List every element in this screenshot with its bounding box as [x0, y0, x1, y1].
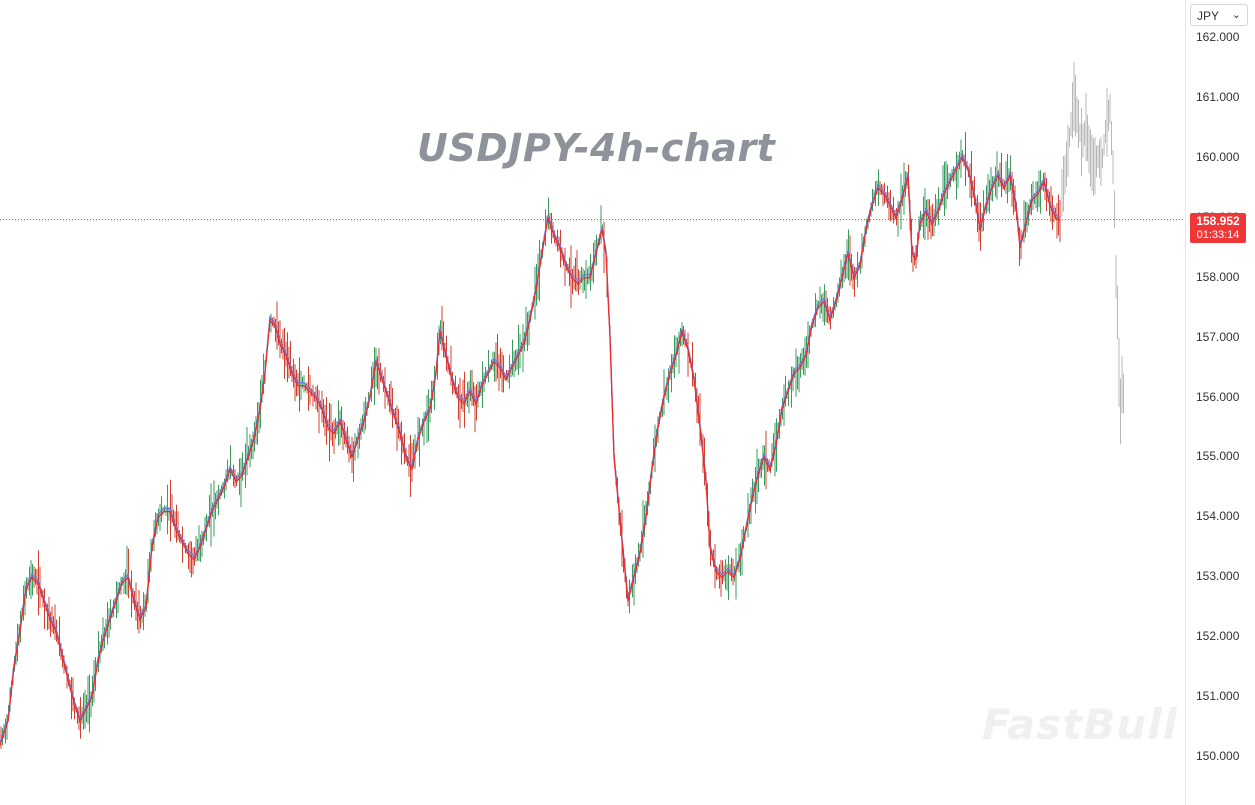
currency-select[interactable]: JPY ⌄	[1190, 4, 1248, 26]
y-tick-label: 155.000	[1196, 449, 1240, 464]
y-tick-label: 150.000	[1196, 749, 1240, 763]
y-tick-label: 160.000	[1196, 149, 1240, 164]
chart-title: USDJPY-4h-chart	[417, 126, 776, 170]
y-tick-label: 152.000	[1196, 629, 1240, 644]
y-tick-label: 154.000	[1196, 509, 1240, 524]
moving-average-slow	[0, 153, 1061, 743]
y-tick-label: 156.000	[1196, 389, 1240, 404]
candles	[0, 132, 1061, 749]
y-tick-label: 157.000	[1196, 329, 1240, 344]
last-price-badge: 158.952 01:33:14	[1190, 212, 1246, 243]
y-tick-label: 161.000	[1196, 89, 1240, 104]
bar-countdown: 01:33:14	[1196, 228, 1240, 241]
y-tick-label: 153.000	[1196, 569, 1240, 584]
last-price-value: 158.952	[1196, 213, 1240, 228]
forecast-candles	[1061, 62, 1124, 445]
y-tick-label: 158.000	[1196, 269, 1240, 284]
price-axis[interactable]	[1185, 0, 1255, 805]
chevron-down-icon: ⌄	[1231, 9, 1241, 21]
y-tick-label: 151.000	[1196, 689, 1240, 704]
moving-average-fast	[0, 156, 1061, 746]
y-tick-label: 162.000	[1196, 30, 1240, 44]
watermark-logo: FastBull	[982, 700, 1178, 749]
currency-label: JPY	[1197, 9, 1220, 23]
price-chart[interactable]	[0, 0, 1185, 805]
chart-plot-area[interactable]: USDJPY-4h-chart FastBull	[0, 0, 1185, 805]
